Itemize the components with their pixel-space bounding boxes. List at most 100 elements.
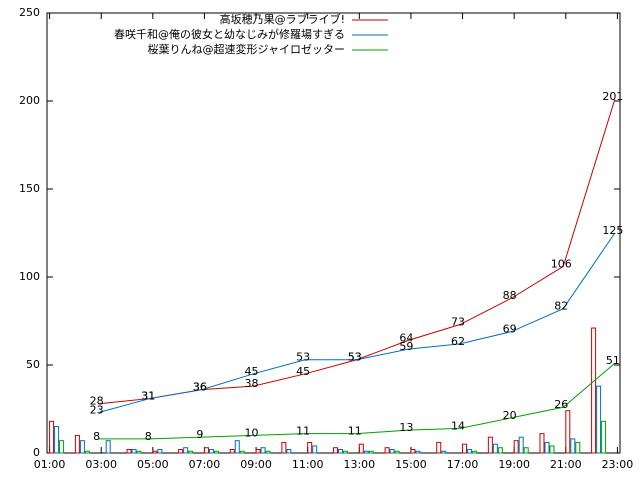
bar <box>74 434 80 454</box>
x-tick-label: 05:00 <box>137 458 169 471</box>
data-label: 38 <box>244 377 258 390</box>
bar <box>539 433 545 454</box>
bar <box>152 450 158 454</box>
bar <box>513 440 519 454</box>
bar <box>208 448 214 454</box>
x-tick-label: 07:00 <box>189 458 221 471</box>
x-tick-label: 19:00 <box>498 458 530 471</box>
legend-label: 高坂穂乃果@ラブライブ! <box>220 12 345 26</box>
data-label: 62 <box>451 335 465 348</box>
bar <box>358 443 364 454</box>
data-label: 13 <box>399 421 413 434</box>
plot-frame <box>46 12 621 454</box>
bar <box>188 450 194 454</box>
bar <box>338 448 343 454</box>
x-tick-label: 17:00 <box>447 458 479 471</box>
data-label: 11 <box>348 425 362 438</box>
bar <box>575 441 581 454</box>
y-tick-label: 50 <box>26 358 40 371</box>
bar <box>183 447 189 454</box>
data-label: 8 <box>93 430 100 443</box>
data-label: 51 <box>606 354 620 367</box>
bar <box>343 450 348 454</box>
bar <box>333 447 338 454</box>
x-tick-label: 03:00 <box>85 458 117 471</box>
bar <box>462 443 468 454</box>
bar <box>234 440 240 454</box>
data-label: 31 <box>141 389 155 402</box>
bar <box>178 448 184 454</box>
data-label: 20 <box>503 409 517 422</box>
x-tick-label: 15:00 <box>395 458 427 471</box>
bar <box>59 440 65 454</box>
data-label: 45 <box>244 365 258 378</box>
bar <box>487 436 493 454</box>
x-tick-label: 09:00 <box>240 458 272 471</box>
data-label: 64 <box>399 331 413 344</box>
bar <box>54 426 60 454</box>
bar <box>260 447 266 454</box>
bar <box>601 420 607 454</box>
bar <box>229 448 235 454</box>
data-label: 45 <box>296 365 310 378</box>
bar <box>544 441 550 454</box>
data-label: 28 <box>90 395 104 408</box>
data-label: 53 <box>348 351 362 364</box>
bar <box>157 448 163 454</box>
bar <box>441 450 447 454</box>
y-tick-label: 150 <box>19 182 40 195</box>
bar <box>49 420 55 454</box>
bar <box>472 450 478 454</box>
data-label: 201 <box>602 90 623 103</box>
data-label: 88 <box>503 289 517 302</box>
bar <box>105 440 111 454</box>
bar <box>410 448 416 454</box>
data-label: 36 <box>193 381 207 394</box>
data-label: 69 <box>503 323 517 336</box>
x-tick-label: 11:00 <box>292 458 324 471</box>
data-label: 73 <box>451 316 465 329</box>
legend-label: 桜葉りんね@超速変形ジャイロゼッター <box>148 42 345 56</box>
bar <box>126 448 132 454</box>
legend-label: 春咲千和@俺の彼女と幼なじみが修羅場すぎる <box>114 27 345 41</box>
data-label: 106 <box>551 257 572 270</box>
bar <box>239 450 245 454</box>
bar <box>415 450 421 454</box>
data-label: 11 <box>296 425 310 438</box>
bar <box>255 448 261 454</box>
bar <box>131 448 137 454</box>
bar <box>570 438 576 454</box>
data-label: 53 <box>296 351 310 364</box>
bar <box>565 410 571 454</box>
bar <box>84 450 90 454</box>
bar <box>549 445 555 454</box>
bar <box>523 447 529 454</box>
bar <box>389 448 395 454</box>
data-label: 26 <box>554 398 568 411</box>
y-tick-label: 200 <box>19 94 40 107</box>
bar <box>307 441 313 454</box>
bar <box>394 450 400 454</box>
x-tick-label: 23:00 <box>602 458 634 471</box>
bar <box>492 443 498 454</box>
data-label: 14 <box>451 419 465 432</box>
bar <box>312 445 318 454</box>
x-tick-label: 21:00 <box>550 458 582 471</box>
y-tick-label: 250 <box>19 6 40 19</box>
bar <box>467 448 473 454</box>
bar <box>497 447 503 454</box>
bar <box>136 450 142 454</box>
bar <box>436 441 442 454</box>
data-label: 10 <box>244 426 258 439</box>
data-label: 31 <box>141 389 155 402</box>
bar <box>368 450 374 454</box>
bar <box>591 327 597 454</box>
x-tick-label: 13:00 <box>343 458 375 471</box>
x-tick-label: 01:00 <box>34 458 66 471</box>
bar <box>363 450 369 454</box>
bar <box>518 436 524 454</box>
bar <box>203 447 209 454</box>
bar <box>265 450 271 454</box>
bar <box>281 441 287 454</box>
